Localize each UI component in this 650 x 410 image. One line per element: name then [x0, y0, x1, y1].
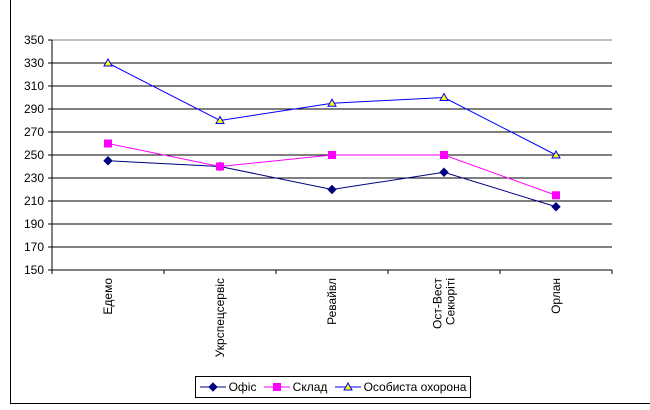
data-point-Склад	[216, 162, 224, 171]
data-point-Особиста охорона	[215, 115, 225, 124]
legend-marker-icon	[263, 383, 290, 391]
x-tick-label: Ост-ВестСекюріті	[431, 277, 458, 329]
legend-marker-icon	[199, 382, 226, 392]
data-point-Офіс	[103, 156, 113, 166]
data-point-Склад	[440, 151, 448, 159]
x-tick-label: Укрспецсервіс	[213, 278, 227, 357]
y-tick-label: 210	[24, 194, 44, 208]
data-point-Склад	[272, 383, 281, 391]
legend-item: Особиста охорона	[334, 380, 467, 394]
legend-item: Офіс	[199, 380, 257, 394]
data-point-Особиста охорона	[342, 382, 353, 391]
data-point-Офіс	[327, 184, 337, 195]
y-tick-label: 230	[24, 171, 44, 185]
y-tick-label: 270	[24, 125, 44, 139]
y-tick-label: 170	[24, 240, 44, 254]
y-tick-label: 310	[24, 79, 44, 93]
data-point-Особиста охорона	[103, 57, 113, 67]
legend: Офіс Склад Особиста охорона	[195, 376, 471, 398]
y-tick-label: 350	[24, 33, 44, 47]
data-point-Особиста охорона	[327, 98, 337, 107]
y-tick-label: 250	[24, 148, 44, 162]
chart-frame	[10, 0, 650, 404]
data-point-Склад	[104, 139, 112, 148]
x-tick-label: Ревайвл	[325, 278, 339, 325]
data-point-Склад	[328, 151, 336, 159]
legend-label: Особиста охорона	[363, 380, 467, 394]
legend-marker-icon	[334, 382, 361, 391]
y-tick-label: 190	[24, 217, 44, 231]
x-tick-label: Едемо	[101, 278, 115, 315]
data-point-Особиста охорона	[551, 149, 561, 159]
data-point-Офіс	[207, 382, 218, 392]
data-point-Особиста охорона	[439, 92, 449, 101]
legend-label: Офіс	[228, 380, 257, 394]
data-point-Офіс	[551, 202, 561, 212]
data-point-Офіс	[439, 167, 449, 177]
legend-item: Склад	[263, 380, 328, 394]
legend-label: Склад	[292, 380, 328, 394]
data-point-Склад	[552, 191, 560, 200]
y-tick-label: 150	[24, 263, 44, 277]
series-line-Офіс	[107, 160, 557, 208]
y-tick-label: 290	[24, 102, 44, 116]
x-tick-label: Орлан	[549, 278, 563, 314]
y-tick-label: 330	[24, 56, 44, 70]
